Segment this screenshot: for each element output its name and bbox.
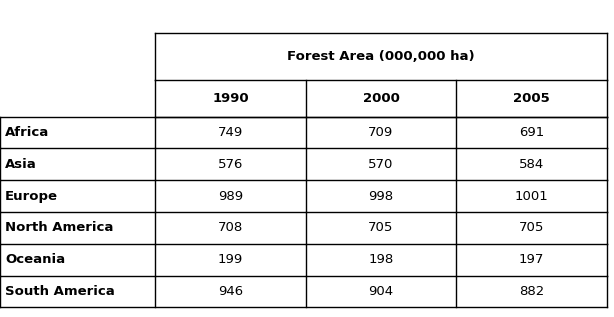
Text: 705: 705	[519, 222, 544, 235]
Text: North America: North America	[5, 222, 114, 235]
Text: 946: 946	[218, 285, 243, 298]
Text: Oceania: Oceania	[5, 253, 65, 266]
Text: 882: 882	[519, 285, 544, 298]
Text: 708: 708	[218, 222, 243, 235]
Text: 198: 198	[368, 253, 394, 266]
Text: Africa: Africa	[5, 126, 49, 139]
Text: Europe: Europe	[5, 190, 58, 203]
Text: 904: 904	[368, 285, 394, 298]
Text: 705: 705	[368, 222, 394, 235]
Text: 989: 989	[218, 190, 243, 203]
Text: South America: South America	[5, 285, 115, 298]
Text: Asia: Asia	[5, 158, 37, 171]
Text: Forest Area (000,000 ha): Forest Area (000,000 ha)	[287, 50, 475, 63]
Text: 2000: 2000	[362, 92, 400, 105]
Text: 709: 709	[368, 126, 394, 139]
Text: 576: 576	[218, 158, 243, 171]
Text: 584: 584	[519, 158, 544, 171]
Text: 199: 199	[218, 253, 243, 266]
Text: 998: 998	[368, 190, 394, 203]
Text: 570: 570	[368, 158, 394, 171]
Text: 1001: 1001	[515, 190, 548, 203]
Text: 691: 691	[519, 126, 544, 139]
Text: 197: 197	[519, 253, 544, 266]
Text: 1990: 1990	[212, 92, 249, 105]
Text: 2005: 2005	[513, 92, 550, 105]
Text: 749: 749	[218, 126, 243, 139]
